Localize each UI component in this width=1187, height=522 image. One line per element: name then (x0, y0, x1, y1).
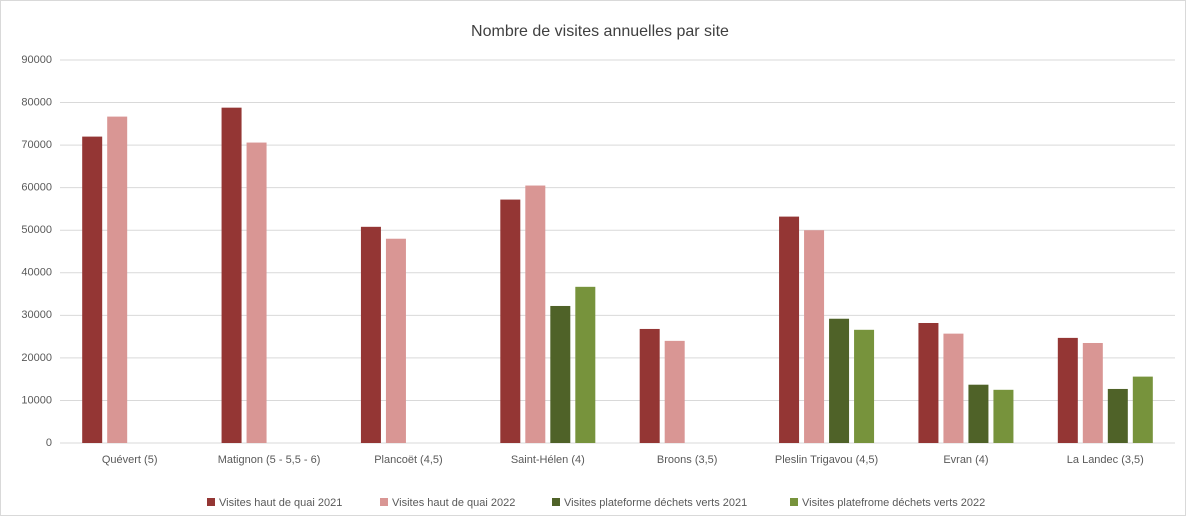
bar (639, 328, 660, 443)
legend-label: Visites haut de quai 2021 (219, 497, 342, 509)
legend-swatch (552, 498, 560, 506)
bar (360, 226, 381, 443)
bar (221, 107, 242, 443)
bar (500, 199, 521, 443)
y-tick-label: 20000 (21, 352, 52, 364)
bar (918, 322, 939, 443)
bar (1132, 376, 1153, 443)
legend-label: Visites platefrome déchets verts 2022 (802, 497, 985, 509)
bar (385, 238, 406, 443)
legend-label: Visites plateforme déchets verts 2021 (564, 497, 747, 509)
bar (575, 286, 596, 443)
legend-swatch (380, 498, 388, 506)
legend-swatch (207, 498, 215, 506)
bar (107, 116, 128, 444)
bar (943, 333, 964, 443)
x-tick-label: Saint-Hélen (4) (511, 454, 585, 466)
bar (779, 216, 800, 443)
chart-title: Nombre de visites annuelles par site (471, 23, 729, 40)
bar (525, 185, 546, 444)
x-tick-label: Quévert (5) (102, 454, 158, 466)
bar (664, 340, 685, 443)
y-tick-label: 70000 (21, 139, 52, 151)
bar (1107, 388, 1128, 443)
legend-swatch (790, 498, 798, 506)
bar (1057, 337, 1078, 443)
bar (993, 389, 1014, 443)
bar (968, 384, 989, 443)
bar (1082, 342, 1103, 443)
x-tick-label: Plancoët (4,5) (374, 454, 442, 466)
y-tick-label: 50000 (21, 224, 52, 236)
bar (829, 318, 850, 443)
bar (804, 230, 825, 443)
bar (246, 142, 267, 443)
x-tick-label: Pleslin Trigavou (4,5) (775, 454, 878, 466)
y-tick-label: 0 (46, 437, 52, 449)
bar (854, 329, 875, 443)
legend-label: Visites haut de quai 2022 (392, 497, 515, 509)
y-tick-label: 90000 (21, 54, 52, 66)
bar (82, 136, 103, 443)
x-tick-label: La Landec (3,5) (1067, 454, 1144, 466)
x-tick-label: Broons (3,5) (657, 454, 718, 466)
x-tick-label: Matignon (5 - 5,5 - 6) (218, 454, 321, 466)
bar (550, 305, 571, 443)
y-tick-label: 10000 (21, 394, 52, 406)
y-tick-label: 30000 (21, 309, 52, 321)
y-tick-label: 60000 (21, 182, 52, 194)
y-tick-label: 80000 (21, 96, 52, 108)
y-tick-label: 40000 (21, 267, 52, 279)
x-tick-label: Evran (4) (943, 454, 988, 466)
